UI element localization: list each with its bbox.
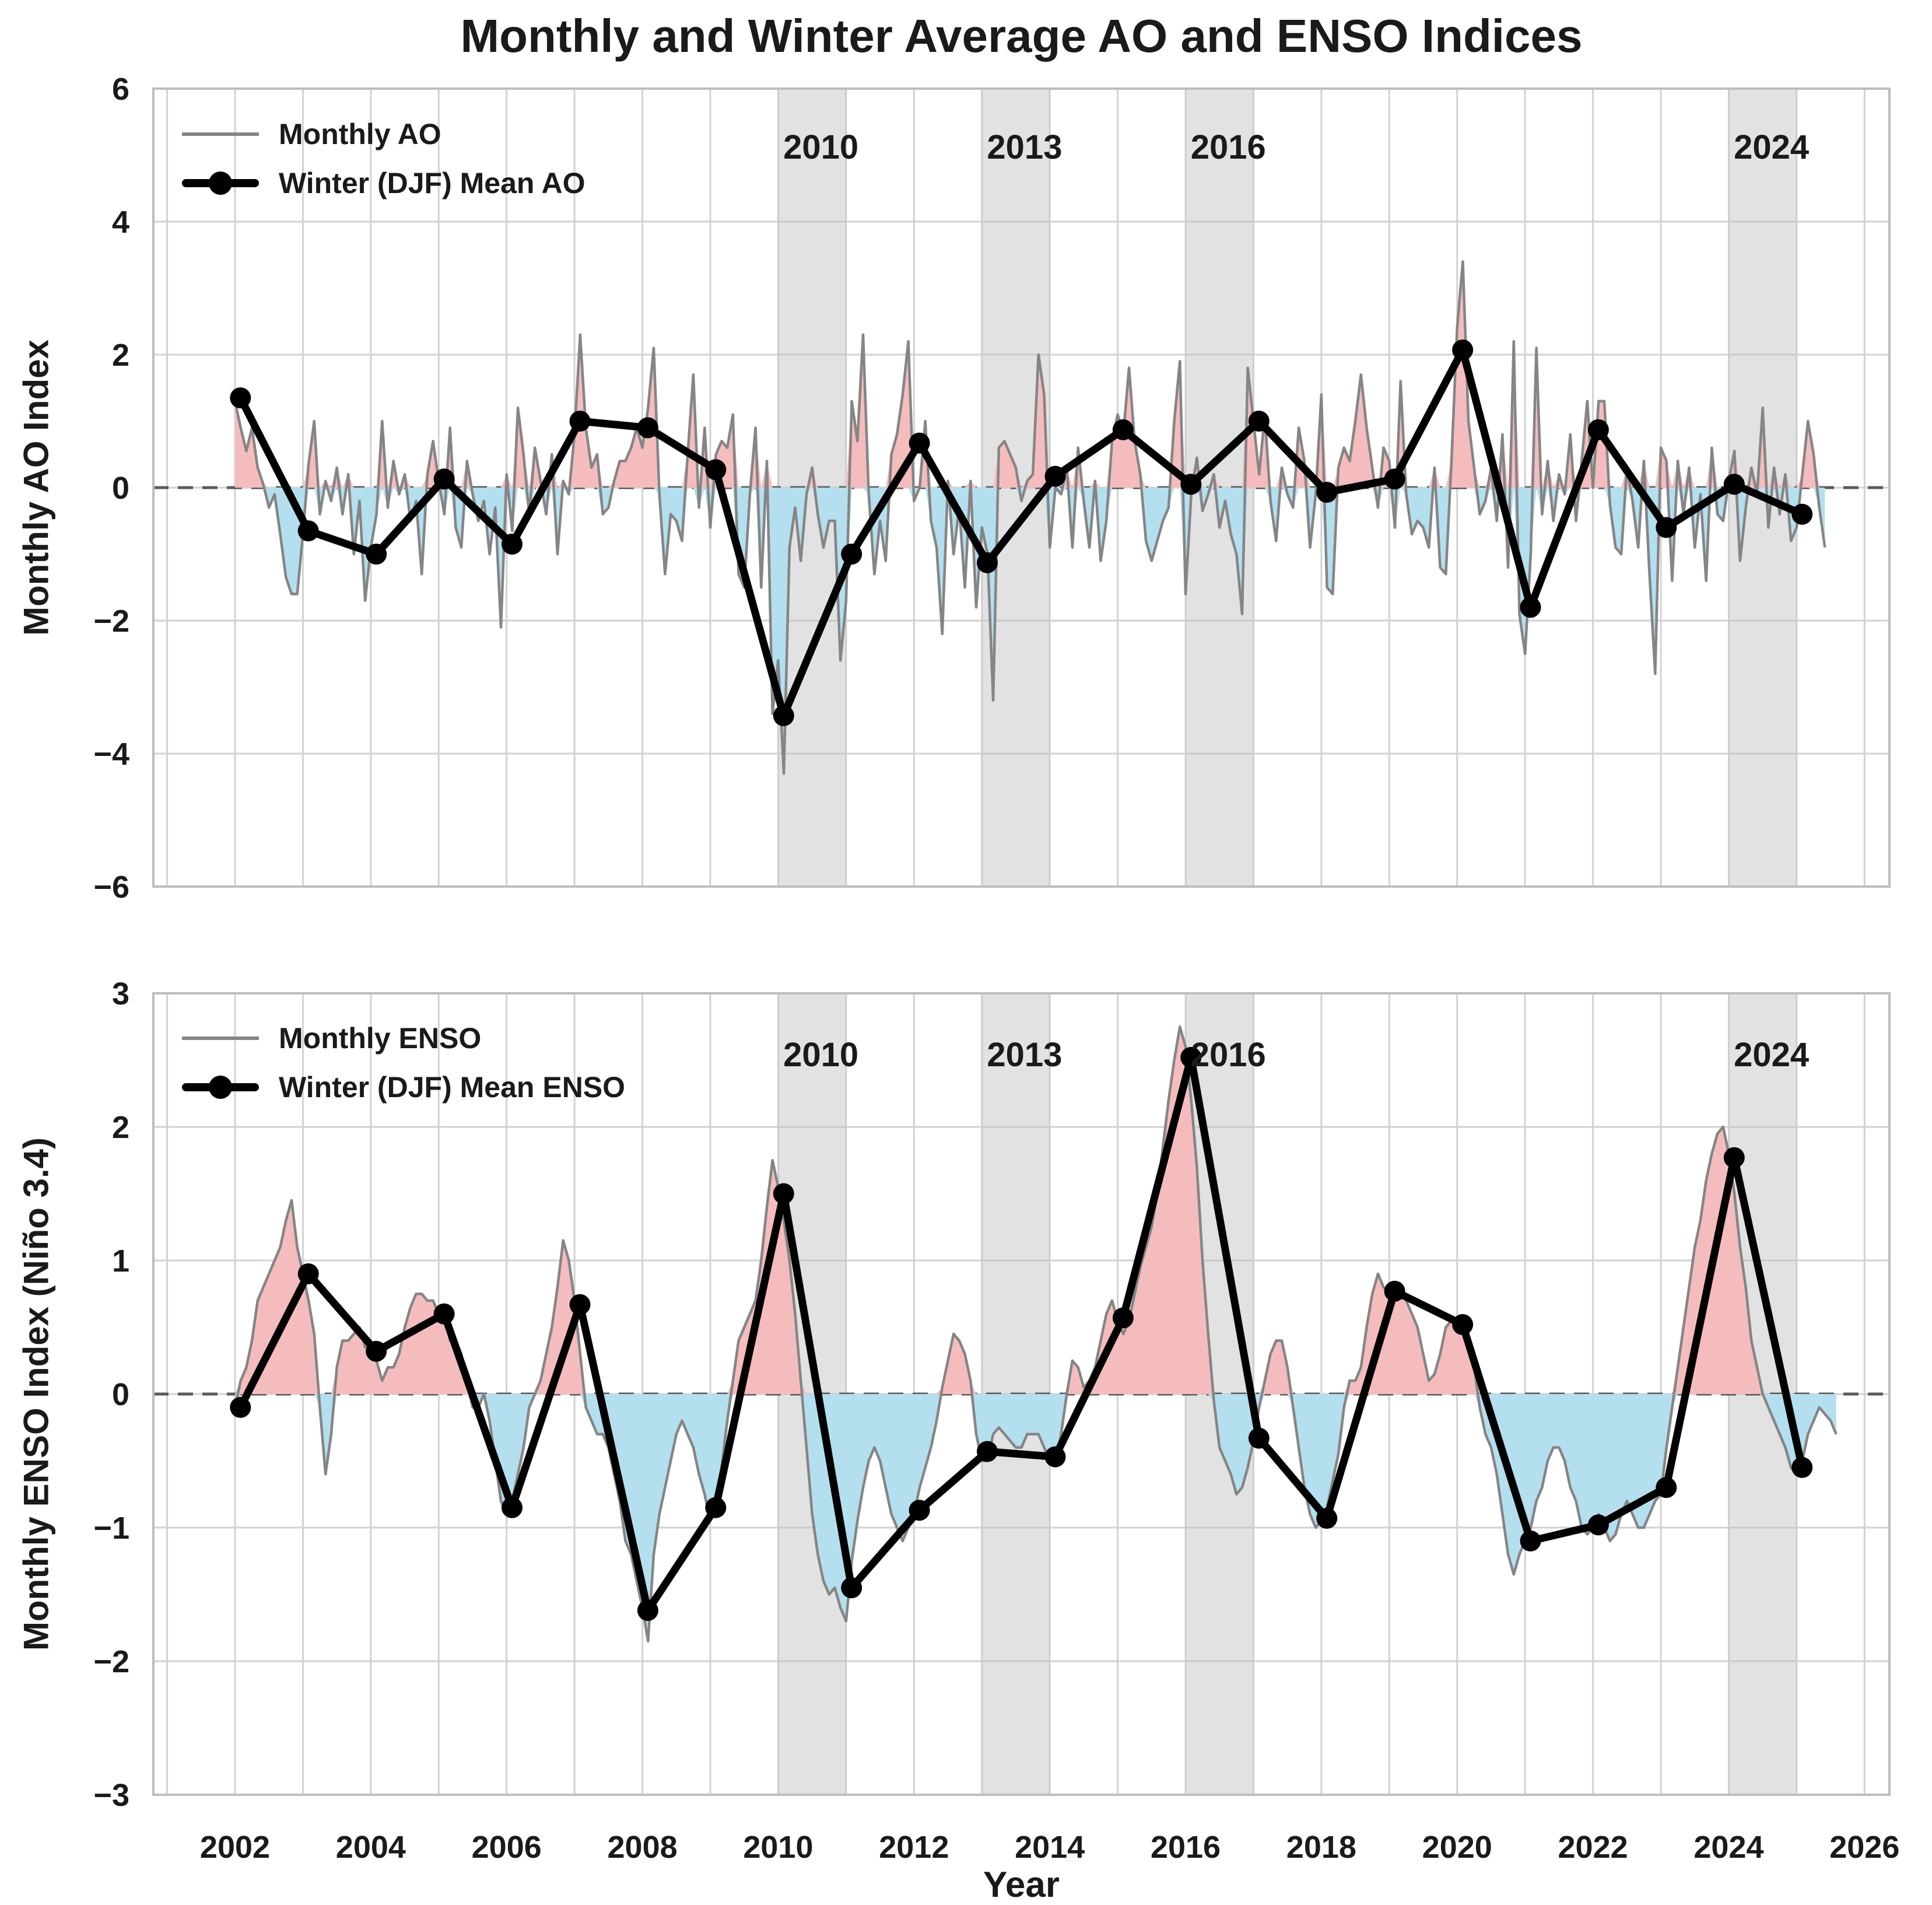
x-tick-2014: 2014 xyxy=(1015,1830,1085,1865)
ao-legend-winter-label: Winter (DJF) Mean AO xyxy=(279,167,585,199)
x-tick-2024: 2024 xyxy=(1693,1830,1763,1865)
enso-legend-winter-label: Winter (DJF) Mean ENSO xyxy=(279,1071,626,1104)
y-tick-6: 6 xyxy=(112,72,129,107)
x-axis-ticks: 2002 2004 2006 2008 2010 2012 2014 2016 2018 2020… xyxy=(200,1830,1899,1865)
y-tick-0: 0 xyxy=(112,471,129,506)
x-tick-2020: 2020 xyxy=(1422,1830,1492,1865)
enso-legend-monthly-label: Monthly ENSO xyxy=(279,1022,482,1055)
ao-legend-item-winter: Winter (DJF) Mean AO xyxy=(182,164,585,202)
ao-legend-item-monthly: Monthly AO xyxy=(182,115,585,153)
annotation-2010: 2010 xyxy=(783,1036,858,1074)
ao-legend-monthly-label: Monthly AO xyxy=(279,118,441,150)
y-tick--3: −3 xyxy=(93,1778,129,1813)
x-tick-2012: 2012 xyxy=(879,1830,949,1865)
y-tick-2: 2 xyxy=(112,1110,129,1145)
enso-panel: 2010 2013 2016 2024 3 2 1 0 −1 −2 −3 xyxy=(93,976,1891,1813)
annotation-2013: 2013 xyxy=(987,1036,1062,1074)
panel-enso-monthly-line xyxy=(233,1025,1838,1643)
enso-legend: Monthly ENSO Winter (DJF) Mean ENSO xyxy=(182,1020,625,1118)
x-tick-2006: 2006 xyxy=(472,1830,542,1865)
annotation-2016: 2016 xyxy=(1191,1036,1266,1074)
annotation-2024: 2024 xyxy=(1734,1036,1809,1074)
panel-ao-winter-markers xyxy=(230,339,1813,726)
enso-legend-item-monthly: Monthly ENSO xyxy=(182,1020,625,1057)
panel-enso-winter-markers xyxy=(230,1046,1813,1621)
annotation-2016: 2016 xyxy=(1191,128,1266,166)
x-tick-2022: 2022 xyxy=(1558,1830,1628,1865)
x-tick-2018: 2018 xyxy=(1286,1830,1356,1865)
ao-panel: 2010 2013 2016 2024 6 4 2 0 −2 −4 −6 xyxy=(93,72,1891,905)
enso-y-axis-label: Monthly ENSO Index (Niño 3.4) xyxy=(16,1137,56,1651)
enso-legend-item-winter: Winter (DJF) Mean ENSO xyxy=(182,1069,625,1106)
x-tick-2016: 2016 xyxy=(1151,1830,1221,1865)
y-tick-0: 0 xyxy=(112,1377,129,1412)
y-tick-1: 1 xyxy=(112,1244,129,1279)
figure-title: Monthly and Winter Average AO and ENSO I… xyxy=(460,10,1583,62)
panel-enso-winter-line xyxy=(236,1053,1806,1615)
panel-ao-annotations: 2010 2013 2016 2024 xyxy=(783,128,1809,166)
y-tick--2: −2 xyxy=(93,604,129,639)
y-tick--4: −4 xyxy=(93,737,129,772)
winter-line-swatch-icon xyxy=(182,1069,259,1106)
panel-enso-annotations: 2010 2013 2016 2024 xyxy=(783,1036,1809,1074)
y-tick--1: −1 xyxy=(93,1511,129,1546)
y-tick--2: −2 xyxy=(93,1644,129,1679)
annotation-2024: 2024 xyxy=(1734,128,1809,166)
panel-ao-winter-line xyxy=(236,346,1806,720)
panel-enso-spines xyxy=(152,992,1891,1796)
annotation-2013: 2013 xyxy=(987,128,1062,166)
ao-legend: Monthly AO Winter (DJF) Mean AO xyxy=(182,115,585,213)
x-tick-2002: 2002 xyxy=(200,1830,270,1865)
x-tick-2010: 2010 xyxy=(743,1830,813,1865)
y-tick-2: 2 xyxy=(112,338,129,373)
ao-y-axis-label: Monthly AO Index xyxy=(16,339,56,636)
x-tick-2026: 2026 xyxy=(1829,1830,1899,1865)
monthly-line-swatch-icon xyxy=(182,1020,259,1057)
monthly-line-swatch-icon xyxy=(182,115,259,153)
y-tick-3: 3 xyxy=(112,976,129,1011)
panel-enso-y-tick-labels: 3 2 1 0 −1 −2 −3 xyxy=(93,976,129,1813)
panel-ao-spines xyxy=(152,87,1891,888)
x-tick-2008: 2008 xyxy=(608,1830,678,1865)
panel-enso-negative-area xyxy=(235,1394,1836,1641)
panel-ao-y-tick-labels: 6 4 2 0 −2 −4 −6 xyxy=(93,72,129,905)
y-tick--6: −6 xyxy=(93,870,129,905)
panel-ao-monthly-line xyxy=(233,260,1826,775)
x-axis-label: Year xyxy=(983,1865,1060,1905)
winter-line-swatch-icon xyxy=(182,164,259,202)
annotation-2010: 2010 xyxy=(783,128,858,166)
y-tick-4: 4 xyxy=(112,205,129,240)
x-tick-2004: 2004 xyxy=(336,1830,406,1865)
